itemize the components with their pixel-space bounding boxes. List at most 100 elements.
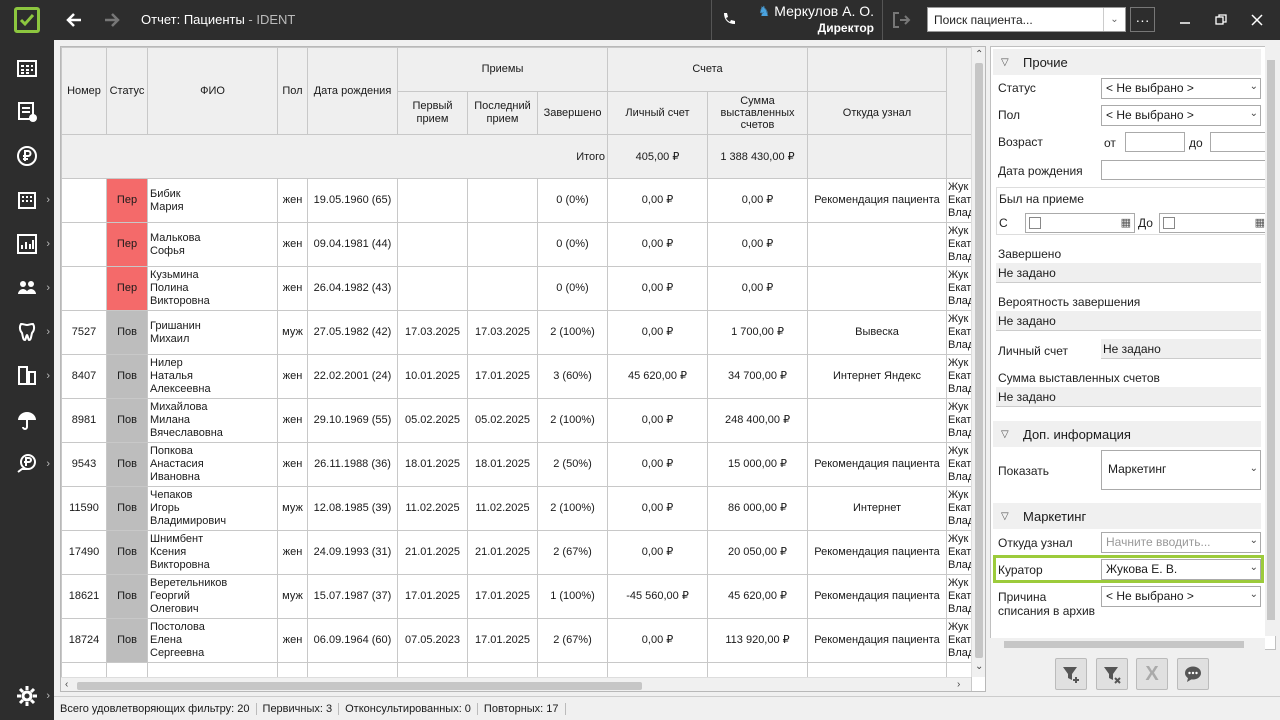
clear-filter-button[interactable] [1096,658,1128,690]
search-input[interactable]: Поиск пациента... ⌄ [927,7,1126,32]
table-row[interactable]: Пер Бибик Мария жен 19.05.1960 (65) 0 (0%) 0,0… [61,178,973,223]
scrollbar-thumb[interactable] [975,63,983,658]
col-header-dob[interactable]: Дата рождения [307,47,398,135]
sidebar-item-reports[interactable]: › [0,178,54,222]
scrollbar-thumb[interactable] [1004,641,1244,648]
scrollbar-thumb[interactable] [77,682,642,690]
show-select[interactable]: Маркетинг ⌄ [1101,450,1261,490]
forward-button[interactable] [98,0,126,40]
back-button[interactable] [60,0,88,40]
scroll-down-icon[interactable]: ⌄ [975,661,984,672]
sidebar-item-dental[interactable]: › [0,310,54,354]
table-row[interactable]: Пер Малькова Софья жен 09.04.1981 (44) 0 (0%)… [61,222,973,267]
prob-range[interactable]: Не задано [996,311,1261,331]
curator-line: Влад [948,603,971,615]
dob-input[interactable] [1101,160,1271,180]
table-row[interactable]: 8407 Пов Нилер Наталья Алексеевна жен 22.02.20… [61,354,973,399]
table-row[interactable]: 18621 Пов Веретельников Георгий Олегович муж 1… [61,574,973,619]
reset-button[interactable]: X [1136,658,1168,690]
report-title: Отчет: Пациенты [141,12,245,27]
table-row[interactable]: 18724 Пов Постолова Елена Сергеевна жен 06.09.… [61,618,973,663]
user-role: Директор [817,21,874,35]
table-row[interactable]: 11590 Пов Чепаков Игорь Владимирович муж 12.08… [61,486,973,531]
cell-dob: 06.09.1964 (60) [307,618,398,663]
calendar-icon[interactable]: ▦ [1254,217,1265,229]
minimize-button[interactable] [1170,0,1200,40]
sidebar-item-insurance[interactable] [0,398,54,442]
curator-line: Влад [948,427,971,439]
prob-range-value: Не задано [998,314,1056,328]
close-button[interactable] [1242,0,1272,40]
curator-line: Екат [948,458,972,470]
cell-source: Рекомендация пациента [807,618,948,663]
fio-line: Мария [150,200,184,213]
fio-line: Ивановна [150,471,200,483]
source-input[interactable]: Начните вводить... ⌄ [1101,532,1261,553]
table-vertical-scrollbar[interactable]: ⌃ ⌄ [971,47,985,677]
call-button[interactable] [711,0,747,40]
sex-select[interactable]: < Не выбрано > ⌄ [1101,105,1261,126]
sidebar-item-settings[interactable]: › [0,674,54,718]
col-header-source[interactable]: Откуда узнал [807,91,948,135]
scroll-right-icon[interactable]: › [957,679,961,690]
scroll-left-icon[interactable]: ‹ [65,679,69,690]
age-to-input[interactable] [1210,132,1270,152]
sidebar-item-payments[interactable] [0,134,54,178]
col-header-status[interactable]: Статус [106,47,148,135]
col-header-fio[interactable]: ФИО [147,47,278,135]
curator-select[interactable]: Жукова Е. В. ⌄ [1101,559,1261,580]
sum-range[interactable]: Не задано [996,387,1261,407]
app-logo[interactable] [0,0,54,40]
section-other-header[interactable]: ▽ Прочие [993,49,1261,75]
more-button[interactable]: ··· [1130,7,1155,32]
sidebar-item-schedule[interactable] [0,46,54,90]
sidebar-item-tasks[interactable] [0,90,54,134]
curator-line: Екат [948,238,972,250]
sidebar-item-patients[interactable]: › [0,266,54,310]
table-row[interactable]: Пер Кузьмина Полина Викторовна жен 26.04.1982… [61,266,973,311]
search-placeholder: Поиск пациента... [934,13,1033,27]
table-horizontal-scrollbar[interactable]: ‹ › [61,677,971,691]
col-header-num[interactable]: Номер [61,47,107,135]
col-header-first-visit[interactable]: Первый прием [397,91,468,135]
scrollbar-thumb[interactable] [1267,60,1275,620]
personal-range[interactable]: Не задано [1101,339,1261,359]
table-row[interactable]: 9543 Пов Попкова Анастасия Ивановна жен 26.11.… [61,442,973,487]
filter-vertical-scrollbar[interactable] [1265,46,1277,636]
col-header-personal[interactable]: Личный счет [607,91,709,135]
sidebar-item-warehouse[interactable]: › [0,354,54,398]
section-extra-header[interactable]: ▽ Доп. информация [993,421,1261,447]
age-from-input[interactable] [1125,132,1185,152]
table-row[interactable]: 17490 Пов Шнимбент Ксения Викторовна жен 24.09… [61,530,973,575]
checkbox-icon[interactable] [1163,217,1175,229]
visited-to-date[interactable]: ▦ [1159,213,1269,233]
user-info[interactable]: ♞ Меркулов А. О. Директор [754,3,874,35]
status-select[interactable]: < Не выбрано > ⌄ [1101,78,1261,99]
arrow-left-icon [66,13,81,27]
col-header-last-visit[interactable]: Последний прием [467,91,538,135]
col-header-sex[interactable]: Пол [277,47,308,135]
sidebar-item-analytics[interactable]: › [0,222,54,266]
cell-sum: 113 920,00 ₽ [707,618,809,663]
calendar-icon[interactable]: ▦ [1120,217,1131,229]
scroll-up-icon[interactable]: ⌃ [975,49,984,60]
archive-select[interactable]: < Не выбрано > ⌄ [1101,586,1261,607]
apply-filter-button[interactable] [1055,658,1087,690]
table-row[interactable]: 8981 Пов Михайлова Милана Вячеславовна жен 29.… [61,398,973,443]
comment-button[interactable] [1177,658,1209,690]
col-header-done[interactable]: Завершено [536,91,609,135]
table-row[interactable]: 7527 Пов Гришанин Михаил муж 27.05.1982 (42) 1… [61,310,973,355]
chart-icon [17,234,37,254]
checkbox-icon[interactable] [1029,217,1041,229]
exit-button[interactable] [882,0,918,40]
restore-button[interactable] [1206,0,1236,40]
cell-sum: 0,00 ₽ [707,222,809,267]
visited-from-date[interactable]: ▦ [1025,213,1135,233]
section-marketing-header[interactable]: ▽ Маркетинг [993,503,1261,529]
sidebar-item-finance[interactable]: › [0,442,54,486]
done-range[interactable]: Не задано [996,263,1261,283]
filter-horizontal-scrollbar[interactable] [990,638,1265,651]
chevron-down-icon[interactable]: ⌄ [1103,8,1125,31]
chevron-right-icon: › [46,282,50,294]
col-header-sum[interactable]: Сумма выставленных счетов [707,91,809,135]
